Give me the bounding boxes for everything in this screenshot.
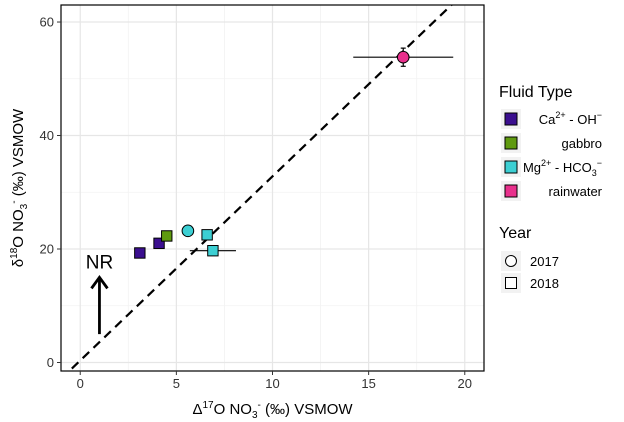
x-axis-title: Δ17O NO3- (‰) VSMOW xyxy=(192,400,353,421)
data-point-circle xyxy=(181,224,195,238)
x-tick-label: 5 xyxy=(173,376,180,391)
data-point-square xyxy=(134,247,146,259)
x-tick-label: 0 xyxy=(77,376,84,391)
legend-shape-circle xyxy=(505,255,517,267)
legend-key-rain xyxy=(504,184,518,198)
legend-label-year-2018: 2018 xyxy=(530,276,559,291)
legend: Fluid Type Ca2+ - OH− gabbro Mg2+ - HCO3− ra… xyxy=(499,84,603,293)
legend-key-gabbro xyxy=(504,136,518,150)
reference-line xyxy=(67,5,454,371)
data-point-circle xyxy=(396,50,410,64)
legend-label-year-2017: 2017 xyxy=(530,254,559,269)
data-point-square xyxy=(161,230,173,242)
legend-label-mg: Mg2+ - HCO3− xyxy=(523,158,602,178)
legend-shape-square xyxy=(505,277,517,289)
legend-title: Fluid Type xyxy=(499,84,573,101)
data-points xyxy=(134,47,454,259)
data-point-square xyxy=(153,237,165,250)
legend-label-rain: rainwater xyxy=(549,184,603,199)
legend-key-mg xyxy=(504,160,518,174)
y-tick-label: 20 xyxy=(40,242,54,257)
grid xyxy=(61,5,484,371)
y-tick-label: 40 xyxy=(40,128,54,143)
legend-label-gabbro: gabbro xyxy=(562,136,602,151)
y-axis-title: δ18O NO3- (‰) VSMOW xyxy=(9,108,30,267)
shape-legend-title: Year xyxy=(499,225,532,242)
y-tick-label: 0 xyxy=(47,355,54,370)
legend-label-ca: Ca2+ - OH− xyxy=(539,110,602,127)
y-tick-label: 60 xyxy=(40,15,54,30)
data-point-square xyxy=(207,245,219,257)
legend-key-ca xyxy=(504,112,518,126)
x-tick-label: 10 xyxy=(265,376,279,391)
x-tick-label: 20 xyxy=(458,376,472,391)
nr-label: NR xyxy=(86,252,113,273)
nr-arrow-head xyxy=(90,274,109,290)
x-tick-label: 15 xyxy=(361,376,375,391)
data-point-square xyxy=(201,229,213,241)
